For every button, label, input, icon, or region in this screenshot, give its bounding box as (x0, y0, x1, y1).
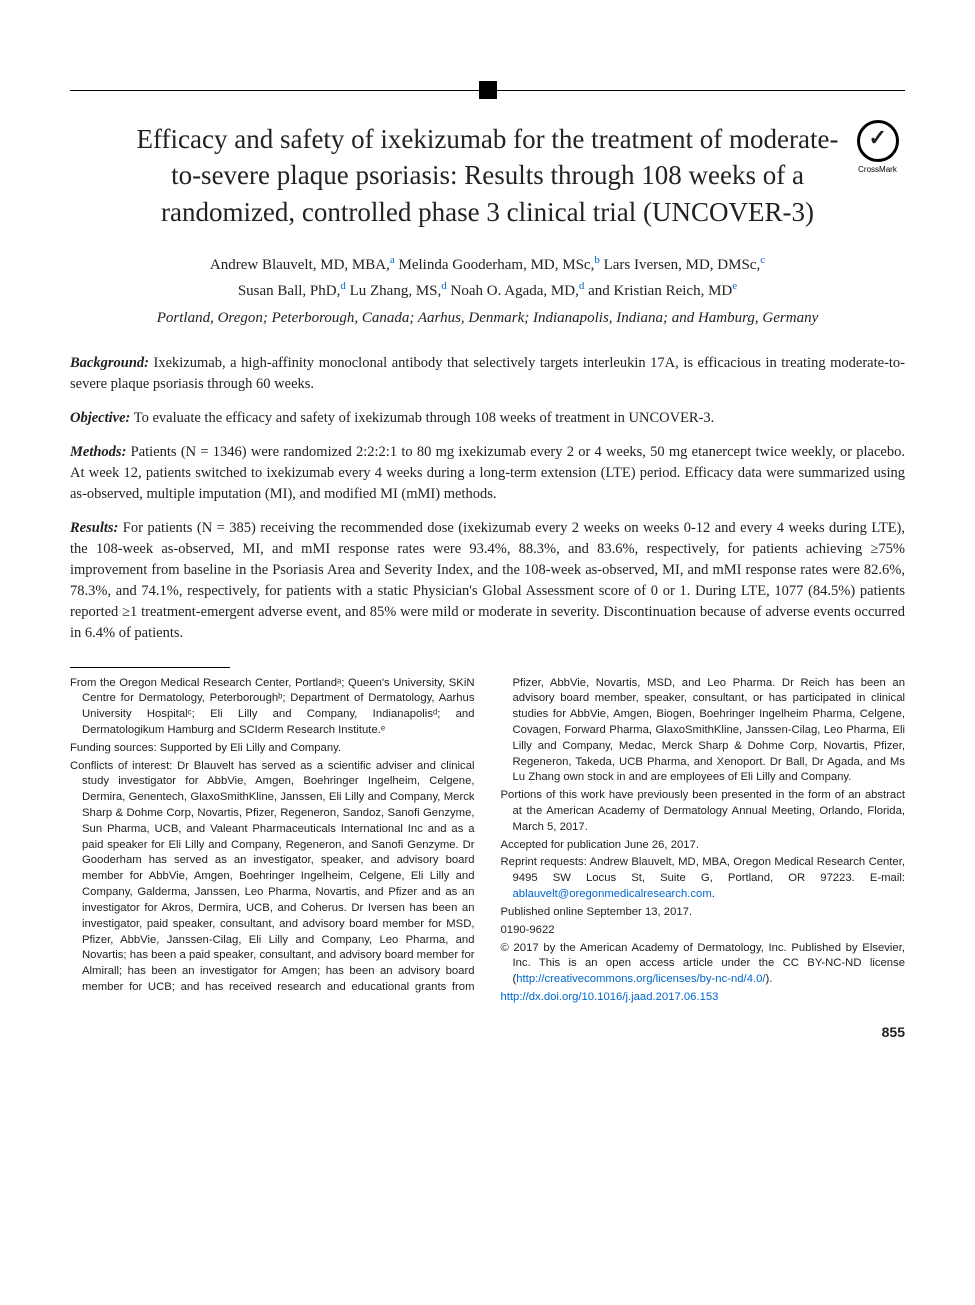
crossmark-label: CrossMark (850, 165, 905, 174)
affiliation-ref[interactable]: b (594, 254, 600, 266)
footnote-accepted: Accepted for publication June 26, 2017. (501, 838, 906, 854)
author: Melinda Gooderham, MD, MSc, (399, 257, 595, 273)
footnote-published: Published online September 13, 2017. (501, 905, 906, 921)
author: Lars Iversen, MD, DMSc, (604, 257, 761, 273)
header-rule (70, 90, 905, 91)
article-title: Efficacy and safety of ixekizumab for th… (130, 121, 845, 230)
affiliation-ref[interactable]: d (441, 280, 447, 292)
abstract-results-text: For patients (N = 385) receiving the rec… (70, 520, 905, 641)
crossmark-badge[interactable]: CrossMark (850, 120, 905, 174)
abstract-objective-text: To evaluate the efficacy and safety of i… (134, 410, 715, 426)
abstract-background-text: Ixekizumab, a high-affinity monoclonal a… (70, 355, 905, 392)
crossmark-icon (857, 120, 899, 162)
author: Lu Zhang, MS, (350, 283, 442, 299)
affiliation-ref[interactable]: a (390, 254, 395, 266)
footnotes: From the Oregon Medical Research Center,… (70, 676, 905, 1006)
author-list: Andrew Blauvelt, MD, MBA,a Melinda Goode… (90, 252, 885, 303)
abstract-objective-label: Objective: (70, 410, 130, 426)
affiliation-ref[interactable]: e (732, 280, 737, 292)
author: Noah O. Agada, MD, (451, 283, 579, 299)
abstract-methods-label: Methods: (70, 444, 126, 460)
affiliation-ref[interactable]: d (579, 280, 585, 292)
affiliation-ref[interactable]: c (760, 254, 765, 266)
footnote-copyright: © 2017 by the American Academy of Dermat… (501, 941, 906, 988)
footnote-from: From the Oregon Medical Research Center,… (70, 676, 475, 739)
abstract-methods-text: Patients (N = 1346) were randomized 2:2:… (70, 444, 905, 502)
abstract: Background: Ixekizumab, a high-affinity … (70, 353, 905, 644)
doi-link[interactable]: http://dx.doi.org/10.1016/j.jaad.2017.06… (501, 991, 719, 1003)
cc-license-link[interactable]: http://creativecommons.org/licenses/by-n… (516, 973, 765, 985)
page-number: 855 (70, 1024, 905, 1040)
footnote-issn: 0190-9622 (501, 923, 906, 939)
author: and Kristian Reich, MD (588, 283, 732, 299)
reprint-email-link[interactable]: ablauvelt@oregonmedicalresearch.com (513, 888, 712, 900)
abstract-results-label: Results: (70, 520, 118, 536)
affiliations: Portland, Oregon; Peterborough, Canada; … (70, 307, 905, 330)
affiliation-ref[interactable]: d (340, 280, 346, 292)
footnote-rule (70, 667, 230, 668)
author: Andrew Blauvelt, MD, MBA, (210, 257, 390, 273)
abstract-background-label: Background: (70, 355, 149, 371)
footnote-presented: Portions of this work have previously be… (501, 788, 906, 835)
footnote-funding: Funding sources: Supported by Eli Lilly … (70, 741, 475, 757)
author: Susan Ball, PhD, (238, 283, 341, 299)
footnote-reprint: Reprint requests: Andrew Blauvelt, MD, M… (501, 855, 906, 902)
